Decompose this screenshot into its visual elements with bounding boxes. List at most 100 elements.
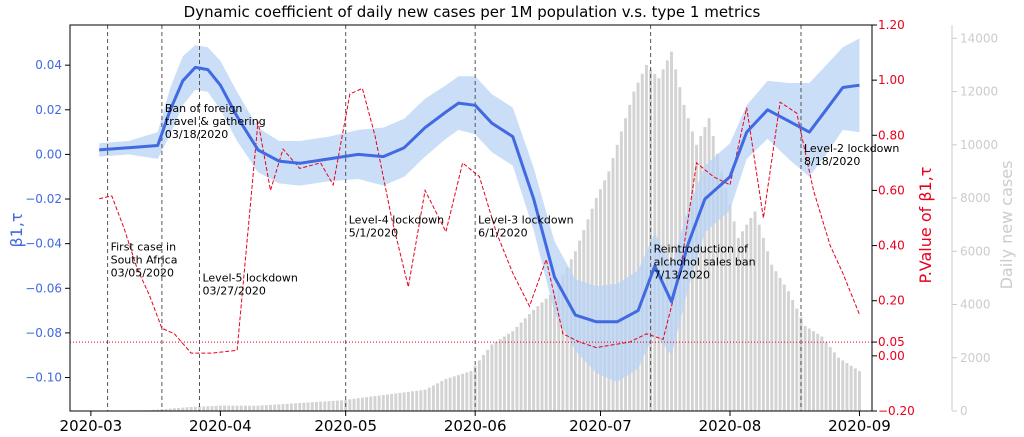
event-annotation: alchohol sales ban — [654, 256, 756, 269]
case-bar — [172, 408, 176, 411]
event-annotation: 5/1/2020 — [349, 227, 398, 240]
case-bar — [477, 360, 481, 411]
case-bar — [448, 377, 452, 411]
case-bar — [461, 373, 465, 411]
case-bar — [816, 333, 820, 411]
right2-tick-label: 12000 — [960, 85, 998, 99]
case-bar — [787, 291, 790, 411]
event-annotation: Level-2 lockdown — [804, 142, 899, 155]
right2-tick-label: 8000 — [960, 191, 991, 205]
case-bar — [632, 91, 636, 412]
case-bar — [444, 379, 448, 411]
case-bar — [636, 82, 640, 412]
right2-tick-label: 2000 — [960, 351, 991, 365]
case-bar — [532, 309, 536, 411]
case-bar — [285, 403, 289, 411]
x-axis: 2020-03 2020-04 2020-05 2020-06 2020-07 2020-… — [60, 411, 891, 435]
case-bar — [335, 400, 339, 411]
case-bar — [198, 406, 201, 411]
case-bar — [415, 390, 419, 411]
case-bar — [327, 401, 331, 411]
case-bar — [498, 339, 502, 411]
case-bar — [724, 188, 728, 411]
x-tick-label: 2020-04 — [189, 417, 252, 435]
case-bar — [411, 391, 414, 411]
case-bar — [736, 237, 740, 411]
case-bar — [703, 127, 707, 412]
case-bar — [774, 271, 778, 411]
case-bar — [561, 275, 565, 411]
x-tick-label: 2020-06 — [444, 417, 507, 435]
case-bar — [294, 403, 298, 411]
case-bar — [628, 104, 632, 412]
case-bar — [853, 368, 857, 411]
case-bar — [352, 398, 356, 411]
x-tick-label: 2020-09 — [828, 417, 891, 435]
case-bar — [243, 405, 247, 411]
case-bar — [423, 389, 427, 411]
left-tick-label: −0.06 — [25, 281, 62, 295]
case-bar — [193, 406, 197, 411]
case-bar — [373, 396, 377, 411]
right-axis: 1.20 1.00 0.80 0.60 0.40 0.20 0.050.00 −0.20 — [872, 18, 915, 418]
case-bar — [624, 118, 628, 412]
right-tick-label: 0.40 — [878, 239, 905, 253]
case-bar — [745, 224, 749, 411]
case-bar — [615, 144, 619, 412]
case-bar — [757, 224, 761, 411]
case-bar — [185, 407, 189, 411]
event-annotation: Reintroduction of — [654, 243, 750, 256]
case-bar — [377, 395, 381, 411]
case-bar — [536, 306, 540, 411]
case-bar — [732, 221, 736, 411]
case-bar — [310, 402, 314, 411]
case-bar — [319, 401, 323, 411]
case-bar — [841, 360, 845, 411]
case-bar — [807, 328, 811, 411]
case-bar — [720, 171, 724, 411]
right2-tick-label: 14000 — [960, 31, 998, 45]
case-bar — [277, 404, 281, 411]
case-bar — [519, 322, 523, 411]
right-tick-label: 0.60 — [878, 183, 905, 197]
beta-layer — [99, 65, 860, 324]
case-bar — [540, 302, 544, 411]
case-bar — [544, 298, 548, 411]
left-tick-label: 0.02 — [35, 103, 62, 117]
case-bar — [235, 405, 239, 411]
event-annotation: 03/05/2020 — [111, 266, 174, 279]
right-tick-label: 0.00 — [878, 349, 905, 363]
event-annotation: 7/13/2020 — [654, 269, 710, 282]
case-bar — [661, 69, 665, 412]
case-bar — [394, 393, 398, 411]
case-bar — [214, 405, 218, 411]
case-bar — [289, 403, 293, 411]
case-bar — [427, 387, 431, 411]
case-bar — [494, 341, 498, 411]
case-bar — [189, 407, 193, 411]
left-axis-label: β1,τ — [7, 212, 26, 247]
case-bar — [820, 336, 824, 411]
right2-tick-label: 4000 — [960, 298, 991, 312]
case-bar — [306, 402, 310, 411]
case-bar — [218, 405, 222, 411]
plot-frame — [69, 24, 873, 412]
case-bar — [741, 231, 744, 411]
case-bar — [812, 331, 815, 411]
case-bar — [269, 404, 272, 411]
case-bar — [649, 69, 653, 412]
case-bar — [644, 64, 648, 412]
case-bar — [837, 357, 841, 411]
case-bar — [490, 344, 494, 411]
case-bar — [828, 347, 832, 411]
case-bar — [548, 294, 552, 411]
case-bar — [152, 409, 155, 411]
case-bar — [619, 131, 623, 412]
event-annotation: Level-3 lockdown — [478, 214, 573, 227]
case-bar — [252, 405, 256, 411]
case-bar — [824, 341, 828, 411]
case-bar — [502, 336, 506, 411]
